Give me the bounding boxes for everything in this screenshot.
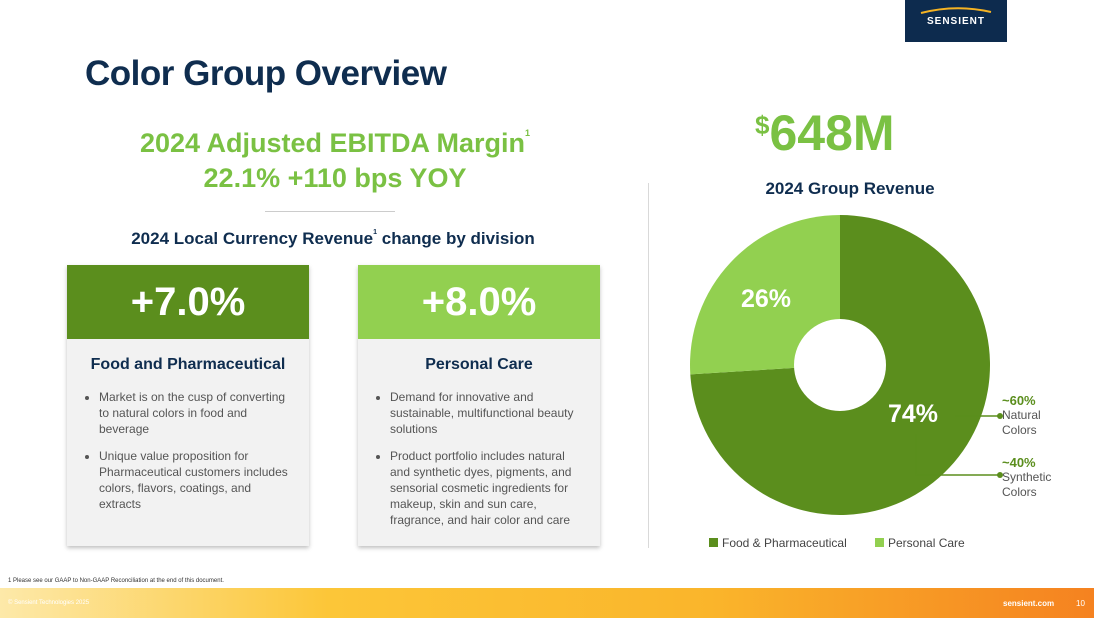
bullet-item: Market is on the cusp of converting to n… xyxy=(99,389,295,437)
card-value: +8.0% xyxy=(358,265,600,339)
card-title: Food and Pharmaceutical xyxy=(90,356,286,373)
card-bullets: Market is on the cusp of converting to n… xyxy=(81,389,295,512)
bullet-item: Unique value proposition for Pharmaceuti… xyxy=(99,448,295,512)
revenue-donut-chart xyxy=(690,215,1003,515)
callout-natural: ~60% Natural Colors xyxy=(1002,393,1092,438)
logo-swoosh-icon xyxy=(920,7,992,14)
bullet-item: Demand for innovative and sustainable, m… xyxy=(390,389,586,437)
legend-swatch xyxy=(709,538,718,548)
ebitda-line1: 2024 Adjusted EBITDA Margin xyxy=(139,128,526,158)
legend-item-personal-care: Personal Care xyxy=(875,536,965,550)
divider xyxy=(265,211,395,212)
subtitle-text-a: 2024 Local Currency Revenue xyxy=(131,229,374,248)
subtitle-footnote-mark: 1 xyxy=(373,229,378,236)
revenue-total: $648M xyxy=(755,104,895,162)
callout-line-synthetic xyxy=(915,434,1000,476)
subtitle-text-b: change by division xyxy=(377,229,535,248)
card-value: +7.0% xyxy=(67,265,309,339)
callout-pct: ~40% xyxy=(1002,455,1036,470)
callout-pct: ~60% xyxy=(1002,393,1036,408)
callout-dot-synthetic xyxy=(997,472,1003,478)
footnote: 1 Please see our GAAP to Non-GAAP Reconc… xyxy=(8,578,224,584)
ebitda-footnote-mark: 1 xyxy=(525,128,531,138)
copyright: © Sensient Technologies 2025 xyxy=(8,600,90,606)
revenue-currency: $ xyxy=(755,110,770,140)
page-number: 10 xyxy=(1076,599,1085,608)
division-card-food-pharma: +7.0% Food and Pharmaceutical Market is … xyxy=(67,265,309,546)
ebitda-heading: 2024 Adjusted EBITDA Margin1 xyxy=(105,128,565,159)
logo-text: SENSIENT xyxy=(926,16,985,27)
callout-label: Natural Colors xyxy=(1002,408,1041,437)
footer-bar xyxy=(0,588,1094,618)
slice-label-personal-care: 26% xyxy=(741,285,792,313)
card-bullets: Demand for innovative and sustainable, m… xyxy=(372,389,586,528)
legend-label: Food & Pharmaceutical xyxy=(722,536,847,550)
legend-label: Personal Care xyxy=(888,536,965,550)
slice-label-food-pharma: 74% xyxy=(888,400,939,428)
sensient-logo: SENSIENT xyxy=(905,0,1007,42)
division-card-personal-care: +8.0% Personal Care Demand for innovativ… xyxy=(358,265,600,546)
slice-personal-care xyxy=(690,215,840,375)
donut-hole xyxy=(794,319,886,411)
callout-dot-natural xyxy=(997,413,1003,419)
callout-label: Synthetic Colors xyxy=(1002,470,1052,499)
chart-title: 2024 Group Revenue xyxy=(765,179,935,198)
ebitda-value: 22.1% +110 bps YOY xyxy=(203,163,467,193)
division-subtitle: 2024 Local Currency Revenue1 change by d… xyxy=(60,229,606,249)
callout-synthetic: ~40% Synthetic Colors xyxy=(1002,455,1092,500)
section-divider xyxy=(648,183,649,548)
legend-swatch xyxy=(875,538,884,548)
bullet-item: Product portfolio includes natural and s… xyxy=(390,448,586,528)
legend-item-food-pharma: Food & Pharmaceutical xyxy=(709,536,847,550)
revenue-amount: 648M xyxy=(769,105,895,161)
page-title: Color Group Overview xyxy=(85,54,447,93)
site-url: sensient.com xyxy=(1003,599,1055,608)
card-title: Personal Care xyxy=(425,356,533,373)
